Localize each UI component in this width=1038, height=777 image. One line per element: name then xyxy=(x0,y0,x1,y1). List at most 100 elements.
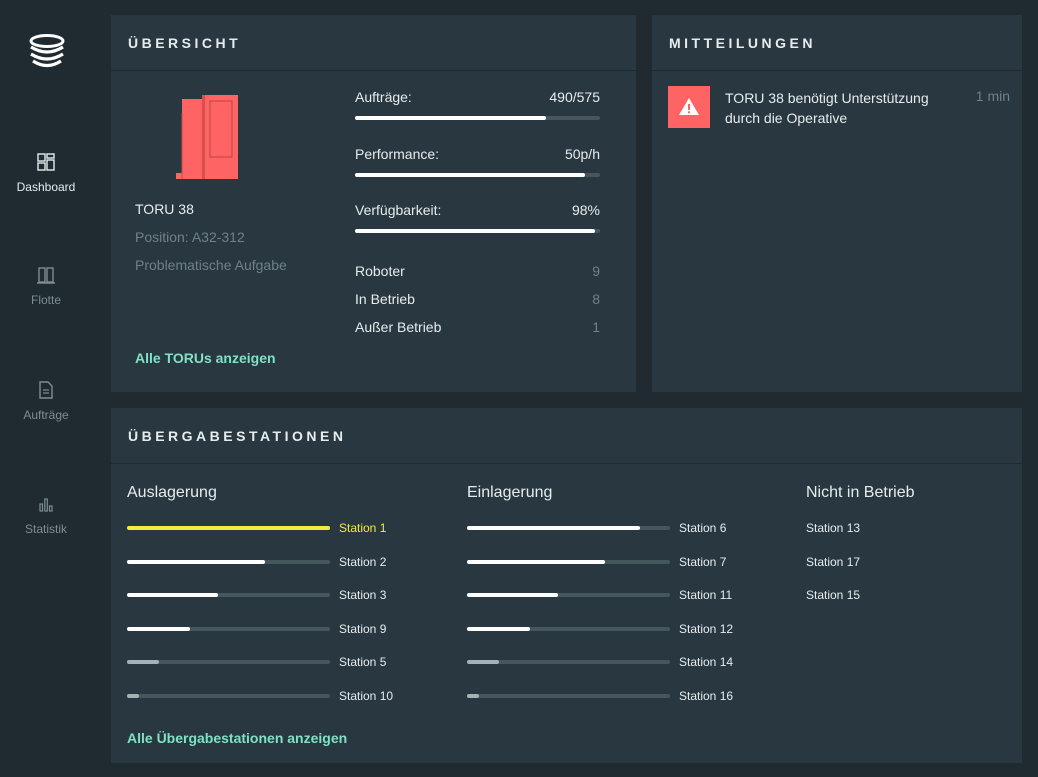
station-row[interactable]: Station 5 xyxy=(127,654,386,670)
station-label: Station 12 xyxy=(679,622,734,636)
station-progress-track xyxy=(127,694,330,698)
station-progress-track xyxy=(127,627,330,631)
station-row[interactable]: Station 2 xyxy=(127,554,386,570)
column-title-nicht-in-betrieb: Nicht in Betrieb xyxy=(806,484,915,501)
station-progress-track xyxy=(467,560,670,564)
station-label[interactable]: Station 13 xyxy=(806,521,861,535)
station-progress-fill xyxy=(127,627,190,631)
progress-fill xyxy=(355,173,586,177)
overview-card: ÜBERSICHT TORU 38 Position: A32-312 Prob… xyxy=(111,15,636,392)
station-row[interactable]: Station 11 xyxy=(467,587,732,603)
station-progress-fill xyxy=(467,560,606,564)
station-progress-track xyxy=(467,660,670,664)
stations-title: ÜBERGABESTATIONEN xyxy=(111,408,1022,464)
station-label: Station 7 xyxy=(679,555,727,569)
sidebar-item-statistik[interactable]: Statistik xyxy=(0,494,92,536)
station-label: Station 14 xyxy=(679,655,734,669)
station-progress-fill xyxy=(127,593,219,597)
sidebar-item-label: Aufträge xyxy=(23,408,69,422)
notifications-title: MITTEILUNGEN xyxy=(652,15,1022,71)
station-label[interactable]: Station 17 xyxy=(806,555,861,569)
station-row[interactable]: Station 10 xyxy=(127,688,393,704)
metric-value: 98% xyxy=(571,202,600,218)
station-label: Station 5 xyxy=(339,655,387,669)
station-row[interactable]: Station 9 xyxy=(127,621,386,637)
sidebar-item-dashboard[interactable]: Dashboard xyxy=(0,152,92,194)
sidebar-item-label: Statistik xyxy=(24,522,67,536)
show-all-torus-link[interactable]: Alle TORUs anzeigen xyxy=(135,350,276,366)
fleet-icon xyxy=(37,267,55,284)
stat-out-of-operation: Außer Betrieb 1 xyxy=(355,319,600,335)
station-progress-fill xyxy=(127,560,266,564)
station-progress-track xyxy=(467,526,670,530)
metric-value: 50p/h xyxy=(564,146,600,162)
station-progress-fill xyxy=(127,526,330,530)
station-row[interactable]: Station 14 xyxy=(467,654,733,670)
metric-label: Aufträge: xyxy=(355,89,412,105)
station-progress-fill xyxy=(467,593,559,597)
robot-name: TORU 38 xyxy=(135,201,194,217)
robot-status: Problematische Aufgabe xyxy=(135,257,287,273)
robot-icon[interactable] xyxy=(174,93,240,181)
notification-text: TORU 38 benötigt Unterstützung durch die… xyxy=(725,90,929,126)
station-label: Station 3 xyxy=(339,588,387,602)
sidebar-item-label: Flotte xyxy=(30,293,61,307)
robot-position: Position: A32-312 xyxy=(135,229,245,245)
metric-value: 490/575 xyxy=(549,89,600,105)
station-progress-track xyxy=(127,660,330,664)
metric-performance: Performance: 50p/h xyxy=(355,146,600,177)
progress-fill xyxy=(355,229,596,233)
station-progress-fill xyxy=(127,694,140,698)
show-all-stations-link[interactable]: Alle Übergabestationen anzeigen xyxy=(127,730,348,746)
stat-value: 9 xyxy=(592,263,600,279)
station-row[interactable]: Station 1 xyxy=(127,520,386,536)
sidebar: Dashboard Flotte Aufträge xyxy=(0,0,92,777)
column-title-auslagerung: Auslagerung xyxy=(127,484,217,501)
metric-orders: Aufträge: 490/575 xyxy=(355,89,600,120)
station-progress-fill xyxy=(467,627,530,631)
station-progress-fill xyxy=(467,526,640,530)
progress-track xyxy=(355,173,600,177)
progress-track xyxy=(355,229,600,233)
stat-label: Roboter xyxy=(355,263,405,279)
dashboard-grid-icon xyxy=(37,153,55,171)
station-progress-track xyxy=(467,627,670,631)
sidebar-item-auftraege[interactable]: Aufträge xyxy=(0,380,92,422)
station-label: Station 1 xyxy=(339,521,387,535)
stat-value: 8 xyxy=(592,291,600,307)
stations-card: ÜBERGABESTATIONEN Auslagerung Einlagerun… xyxy=(111,408,1022,763)
stacked-discs-logo[interactable] xyxy=(28,33,66,71)
station-progress-track xyxy=(127,593,330,597)
station-row[interactable]: Station 12 xyxy=(467,621,733,637)
station-progress-track xyxy=(467,593,670,597)
station-row[interactable]: Station 3 xyxy=(127,587,386,603)
notification-item[interactable]: TORU 38 benötigt Unterstützung durch die… xyxy=(668,86,1010,128)
document-icon xyxy=(39,381,53,399)
metric-label: Performance: xyxy=(355,146,440,162)
bar-chart-icon xyxy=(39,498,53,512)
station-label[interactable]: Station 15 xyxy=(806,588,861,602)
station-progress-track xyxy=(127,560,330,564)
sidebar-item-flotte[interactable]: Flotte xyxy=(0,265,92,307)
stat-label: In Betrieb xyxy=(355,291,415,307)
station-progress-track xyxy=(127,526,330,530)
stat-robots: Roboter 9 xyxy=(355,263,600,279)
overview-title: ÜBERSICHT xyxy=(111,15,636,71)
stat-value: 1 xyxy=(592,319,600,335)
notification-time: 1 min xyxy=(975,88,1010,104)
progress-track xyxy=(355,116,600,120)
station-row[interactable]: Station 16 xyxy=(467,688,733,704)
station-row[interactable]: Station 6 xyxy=(467,520,726,536)
station-label: Station 2 xyxy=(339,555,387,569)
station-row[interactable]: Station 7 xyxy=(467,554,726,570)
stat-label: Außer Betrieb xyxy=(355,319,442,335)
station-progress-track xyxy=(467,694,670,698)
station-progress-fill xyxy=(467,660,500,664)
warning-badge xyxy=(668,86,710,128)
notifications-card: MITTEILUNGEN TORU 38 benötigt Unterstütz… xyxy=(652,15,1022,392)
station-label: Station 11 xyxy=(679,588,733,602)
metric-availability: Verfügbarkeit: 98% xyxy=(355,202,600,233)
station-label: Station 10 xyxy=(339,689,394,703)
station-label: Station 16 xyxy=(679,689,734,703)
station-label: Station 6 xyxy=(679,521,727,535)
